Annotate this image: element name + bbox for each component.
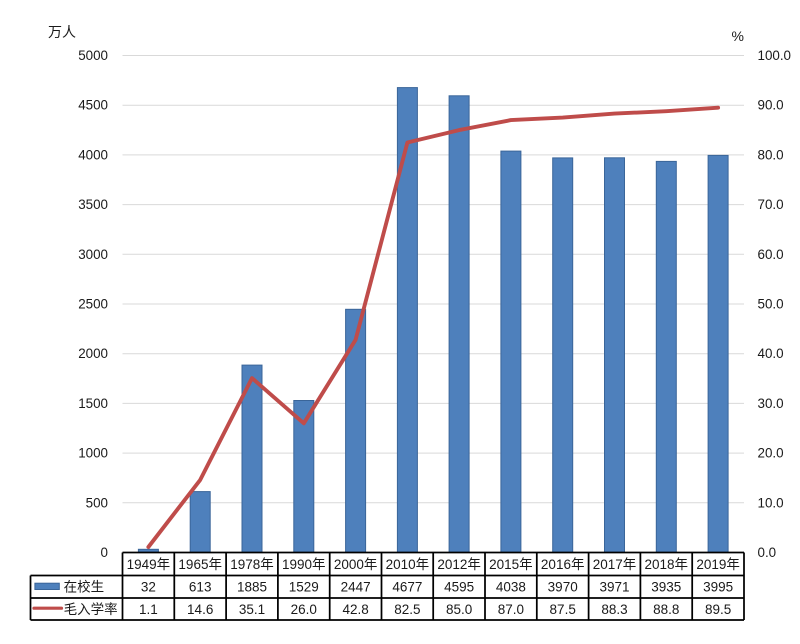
svg-text:0: 0 [101, 545, 108, 560]
svg-text:613: 613 [189, 580, 212, 595]
svg-text:1885: 1885 [237, 580, 267, 595]
svg-text:35.1: 35.1 [239, 602, 265, 617]
svg-text:50.0: 50.0 [758, 297, 784, 312]
svg-text:85.0: 85.0 [446, 602, 472, 617]
svg-text:%: % [732, 28, 744, 44]
svg-text:70.0: 70.0 [758, 197, 784, 212]
svg-text:4000: 4000 [78, 147, 108, 162]
svg-text:30.0: 30.0 [758, 396, 784, 411]
svg-text:在校生: 在校生 [64, 579, 105, 595]
svg-text:2019年: 2019年 [696, 557, 740, 572]
svg-text:87.0: 87.0 [498, 602, 524, 617]
svg-text:3000: 3000 [78, 247, 108, 262]
svg-text:3935: 3935 [651, 580, 681, 595]
svg-text:1500: 1500 [78, 396, 108, 411]
svg-text:2010年: 2010年 [386, 557, 430, 572]
svg-text:89.5: 89.5 [705, 602, 731, 617]
svg-text:2000年: 2000年 [334, 557, 378, 572]
svg-text:3500: 3500 [78, 197, 108, 212]
svg-text:2018年: 2018年 [645, 557, 689, 572]
svg-text:87.5: 87.5 [550, 602, 576, 617]
svg-text:500: 500 [86, 495, 108, 510]
svg-text:10.0: 10.0 [758, 495, 784, 510]
svg-text:88.8: 88.8 [653, 602, 679, 617]
svg-text:60.0: 60.0 [758, 247, 784, 262]
svg-text:4038: 4038 [496, 580, 526, 595]
svg-text:88.3: 88.3 [601, 602, 627, 617]
svg-text:1529: 1529 [289, 580, 319, 595]
svg-text:2012年: 2012年 [437, 557, 481, 572]
svg-text:40.0: 40.0 [758, 346, 784, 361]
svg-text:2017年: 2017年 [593, 557, 637, 572]
svg-text:3995: 3995 [703, 580, 733, 595]
svg-text:3971: 3971 [599, 580, 629, 595]
svg-text:2500: 2500 [78, 297, 108, 312]
svg-text:1000: 1000 [78, 446, 108, 461]
svg-text:2000: 2000 [78, 346, 108, 361]
svg-text:2447: 2447 [341, 580, 371, 595]
svg-text:4677: 4677 [392, 580, 422, 595]
svg-text:1978年: 1978年 [230, 557, 274, 572]
svg-text:1990年: 1990年 [282, 557, 326, 572]
svg-text:毛入学率: 毛入学率 [64, 601, 118, 617]
svg-text:2016年: 2016年 [541, 557, 585, 572]
svg-text:0.0: 0.0 [758, 545, 777, 560]
svg-text:1949年: 1949年 [127, 557, 171, 572]
svg-text:1.1: 1.1 [139, 602, 158, 617]
svg-text:1965年: 1965年 [178, 557, 222, 572]
svg-text:26.0: 26.0 [291, 602, 317, 617]
svg-text:4595: 4595 [444, 580, 474, 595]
svg-text:82.5: 82.5 [394, 602, 420, 617]
svg-text:42.8: 42.8 [342, 602, 368, 617]
svg-text:3970: 3970 [548, 580, 578, 595]
svg-text:万人: 万人 [48, 24, 76, 40]
svg-text:80.0: 80.0 [758, 147, 784, 162]
svg-text:2015年: 2015年 [489, 557, 533, 572]
svg-text:32: 32 [141, 580, 156, 595]
svg-text:20.0: 20.0 [758, 446, 784, 461]
svg-text:5000: 5000 [78, 48, 108, 63]
svg-text:14.6: 14.6 [187, 602, 213, 617]
svg-text:90.0: 90.0 [758, 98, 784, 113]
svg-text:100.0: 100.0 [758, 48, 792, 63]
svg-text:4500: 4500 [78, 98, 108, 113]
